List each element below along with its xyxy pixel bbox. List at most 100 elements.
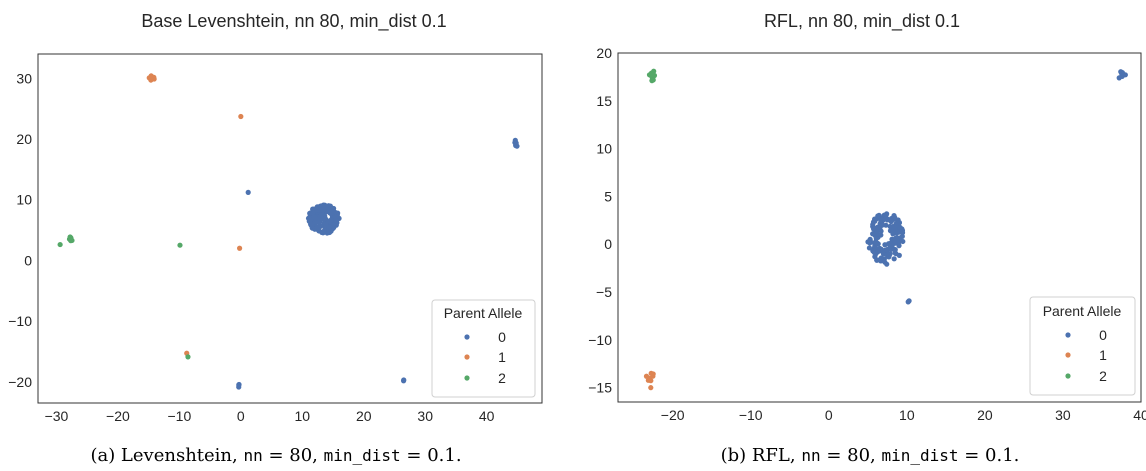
caption-b: (b) RFL, nn = 80, min_dist = 0.1. — [721, 445, 1020, 466]
y-tick-label-b: 10 — [596, 141, 612, 157]
point-allele-0 — [236, 384, 242, 390]
x-tick-label-b: −10 — [739, 407, 763, 423]
legend-marker-0-a — [464, 334, 470, 340]
point-allele-0 — [892, 214, 898, 221]
point-allele-0 — [867, 238, 873, 244]
x-tick-label-b: 20 — [977, 407, 993, 423]
x-ticks-a: −30 −20 −10 0 10 20 30 40 — [45, 408, 495, 424]
point-allele-0 — [317, 223, 323, 229]
point-allele-0 — [1119, 71, 1125, 77]
point-allele-0 — [309, 222, 315, 229]
point-allele-2 — [177, 242, 183, 248]
legend-label-0-b: 0 — [1099, 327, 1107, 343]
point-allele-0 — [891, 256, 897, 262]
legend-label-2-a: 2 — [498, 370, 506, 386]
legend-label-0-a: 0 — [498, 329, 506, 345]
point-allele-0 — [328, 228, 334, 234]
point-allele-0 — [882, 242, 888, 248]
point-allele-2 — [650, 77, 656, 83]
y-tick-label-b: −10 — [588, 332, 612, 348]
point-allele-0 — [874, 240, 881, 246]
legend-title-a: Parent Allele — [444, 305, 523, 321]
caption-a: (a) Levenshtein, nn = 80, min_dist = 0.1… — [90, 445, 461, 466]
point-allele-0 — [870, 224, 876, 230]
plot-frame-b — [617, 52, 1142, 403]
point-allele-0 — [333, 218, 340, 224]
panel-a: Base Levenshtein, nn 80, min_dist 0.1 −3… — [8, 11, 543, 466]
point-allele-0 — [321, 216, 327, 222]
point-allele-0 — [307, 218, 313, 225]
y-tick-label-a: 30 — [16, 70, 32, 86]
legend-label-2-b: 2 — [1099, 368, 1107, 384]
legend-marker-1-b — [1065, 352, 1071, 358]
point-allele-0 — [328, 217, 334, 223]
plot-frame-a — [37, 53, 543, 404]
x-tick-label-a: 40 — [479, 408, 495, 424]
x-tick-label-b: 0 — [825, 407, 833, 423]
x-tick-label-b: 10 — [899, 407, 915, 423]
y-tick-label-b: 5 — [604, 188, 612, 204]
y-tick-label-b: −15 — [588, 380, 612, 396]
x-tick-label-a: −10 — [167, 408, 191, 424]
y-tick-label-a: −10 — [8, 313, 32, 329]
y-tick-label-a: 10 — [16, 192, 32, 208]
y-tick-label-b: −5 — [596, 284, 612, 300]
legend-a: Parent Allele 0 1 2 — [431, 299, 536, 398]
point-allele-2 — [68, 238, 74, 244]
point-allele-0 — [872, 217, 878, 223]
x-ticks-b: −20 −10 0 10 20 30 40 — [661, 407, 1146, 423]
x-tick-label-a: 0 — [237, 408, 245, 424]
point-allele-1 — [148, 75, 155, 81]
point-allele-2 — [650, 72, 656, 78]
point-allele-0 — [318, 203, 324, 209]
point-allele-0 — [892, 224, 898, 231]
x-tick-label-a: 20 — [356, 408, 372, 424]
legend-marker-2-a — [464, 375, 470, 381]
point-allele-1 — [238, 113, 244, 120]
x-tick-label-b: 30 — [1055, 407, 1071, 423]
point-allele-2 — [185, 354, 191, 360]
chart-title-b: RFL, nn 80, min_dist 0.1 — [764, 11, 960, 32]
point-allele-0 — [317, 207, 323, 213]
legend-marker-0-b — [1065, 332, 1071, 338]
point-allele-0 — [887, 223, 893, 230]
legend-label-1-b: 1 — [1099, 347, 1107, 363]
point-allele-0 — [892, 247, 898, 253]
panel-b: RFL, nn 80, min_dist 0.1 −20 −10 0 10 20 30 40… — [588, 11, 1146, 466]
point-allele-0 — [878, 232, 884, 238]
point-allele-1 — [648, 385, 654, 391]
y-ticks-a: −20 −10 0 10 20 30 — [8, 70, 32, 389]
point-allele-0 — [878, 216, 884, 222]
legend-marker-2-b — [1065, 373, 1071, 379]
legend-marker-1-a — [464, 354, 470, 360]
y-ticks-b: −15 −10 −5 0 5 10 15 20 — [588, 45, 612, 396]
point-allele-0 — [887, 244, 893, 251]
point-allele-0 — [895, 221, 901, 227]
point-allele-0 — [874, 257, 880, 263]
point-allele-0 — [884, 261, 890, 267]
point-allele-0 — [896, 252, 902, 258]
point-allele-1 — [237, 245, 243, 251]
x-tick-label-a: 30 — [417, 408, 433, 424]
point-allele-0 — [318, 212, 324, 218]
point-allele-0 — [870, 248, 876, 254]
point-allele-0 — [874, 231, 880, 237]
point-allele-0 — [866, 245, 873, 251]
y-tick-label-a: 20 — [16, 131, 32, 147]
point-allele-0 — [900, 238, 906, 245]
legend-box-a — [431, 299, 536, 398]
point-allele-0 — [878, 228, 884, 234]
point-allele-0 — [332, 214, 339, 220]
x-tick-label-a: −20 — [106, 408, 130, 424]
y-tick-label-b: 20 — [596, 45, 612, 61]
point-allele-0 — [512, 139, 518, 146]
point-allele-0 — [880, 251, 887, 257]
point-allele-0 — [875, 249, 881, 255]
legend-title-b: Parent Allele — [1043, 303, 1122, 319]
y-tick-label-b: 15 — [596, 93, 612, 109]
point-allele-0 — [400, 378, 407, 384]
points-b — [643, 68, 1128, 391]
point-allele-2 — [57, 241, 63, 248]
x-tick-label-b: −20 — [661, 407, 685, 423]
